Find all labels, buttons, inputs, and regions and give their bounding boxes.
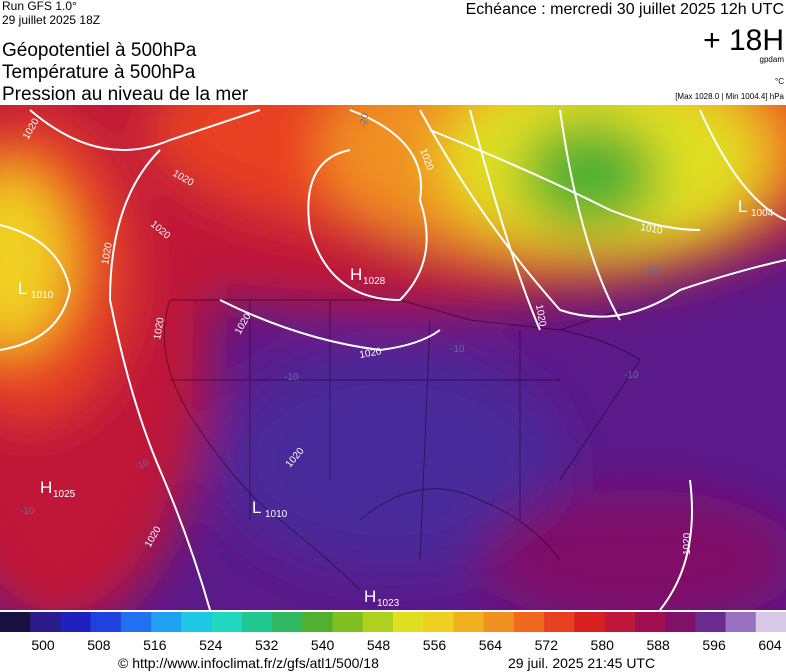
- temperature-label: -10: [133, 457, 151, 472]
- colorbar-swatch: [483, 612, 515, 632]
- temp-unit: °C: [775, 77, 784, 86]
- colorbar-swatch: [453, 612, 485, 632]
- lead-time: + 18H: [703, 24, 784, 57]
- field-title: Température à 500hPa: [2, 62, 196, 83]
- center-value: 1025: [53, 489, 76, 500]
- colorbar-label: 564: [479, 637, 503, 653]
- colorbar-swatch: [60, 612, 92, 632]
- colorbar-swatch: [90, 612, 122, 632]
- isobar-label: 1020: [682, 532, 693, 555]
- colorbar-label: 588: [646, 637, 670, 653]
- center-type: H: [350, 265, 362, 284]
- colorbar-swatch: [211, 612, 243, 632]
- colorbar: 500 508 516 524 532 540 548 556 564 572 580 588 596 6…: [0, 612, 786, 653]
- center-type: L: [18, 279, 27, 298]
- pressure-range: [Max 1028.0 | Min 1004.4] hPa: [675, 92, 784, 101]
- field-title: Géopotentiel à 500hPa: [2, 40, 197, 61]
- colorbar-swatch: [634, 612, 666, 632]
- center-value: 1004: [751, 208, 774, 219]
- isobar-label: 1010: [639, 222, 663, 237]
- colorbar-label: 500: [31, 637, 55, 653]
- unit: gpdam: [760, 55, 785, 64]
- field-title: Pression au niveau de la mer: [2, 84, 249, 105]
- colorbar-swatch: [604, 612, 636, 632]
- colorbar-label: 596: [702, 637, 726, 653]
- map: [0, 105, 786, 610]
- center-value: 1023: [377, 598, 400, 609]
- colorbar-swatch: [362, 612, 394, 632]
- temperature-label: -20: [645, 265, 660, 276]
- temperature-label: -10: [284, 372, 299, 383]
- isobar-label: 1020: [533, 304, 548, 328]
- temperature-label: -20: [358, 112, 371, 129]
- center-value: 1010: [265, 509, 288, 520]
- isobar-label: 1020: [152, 316, 167, 340]
- colorbar-label: 556: [423, 637, 447, 653]
- center-type: L: [738, 197, 747, 216]
- colorbar-swatch: [302, 612, 334, 632]
- center-value: 1028: [363, 276, 386, 287]
- colorbar-swatch: [241, 612, 273, 632]
- temperature-label: -10: [20, 506, 35, 517]
- colorbar-label: 540: [311, 637, 335, 653]
- colorbar-swatch: [544, 612, 575, 632]
- center-type: H: [364, 587, 376, 606]
- center-type: H: [40, 478, 52, 497]
- colorbar-swatch: [0, 612, 31, 632]
- isobar-label: 1020: [359, 346, 383, 361]
- run-label: Run GFS 1.0°: [2, 0, 77, 13]
- temperature-label: -10: [624, 370, 639, 381]
- colorbar-swatch: [151, 612, 182, 632]
- valid-time: Echéance : mercredi 30 juillet 2025 12h …: [466, 1, 784, 18]
- colorbar-swatch: [513, 612, 545, 632]
- colorbar-swatch: [665, 612, 696, 632]
- run-date: 29 juillet 2025 18Z: [2, 13, 100, 27]
- colorbar-label: 548: [367, 637, 391, 653]
- temperature-label: -10: [450, 344, 465, 355]
- colorbar-label: 508: [87, 637, 111, 653]
- colorbar-label: 580: [591, 637, 615, 653]
- generated: 29 juil. 2025 21:45 UTC: [508, 655, 655, 671]
- center-type: L: [252, 498, 261, 517]
- colorbar-swatch: [725, 612, 757, 632]
- colorbar-swatch: [332, 612, 364, 632]
- colorbar-swatch: [393, 612, 424, 632]
- colorbar-label: 524: [199, 637, 223, 653]
- colorbar-swatch: [272, 612, 303, 632]
- colorbar-label: 572: [535, 637, 559, 653]
- source: © http://www.infoclimat.fr/z/gfs/atl1/50…: [118, 655, 379, 671]
- colorbar-swatch: [423, 612, 454, 632]
- colorbar-swatch: [181, 612, 213, 632]
- colorbar-label: 516: [143, 637, 167, 653]
- colorbar-swatch: [695, 612, 727, 632]
- colorbar-label: 532: [255, 637, 279, 653]
- colorbar-swatch: [120, 612, 152, 632]
- center-value: 1010: [31, 290, 54, 301]
- colorbar-swatch: [574, 612, 606, 632]
- colorbar-swatch: [30, 612, 61, 632]
- colorbar-label: 604: [758, 637, 782, 653]
- colorbar-swatch: [755, 612, 786, 632]
- isobar-label: 1020: [100, 241, 115, 265]
